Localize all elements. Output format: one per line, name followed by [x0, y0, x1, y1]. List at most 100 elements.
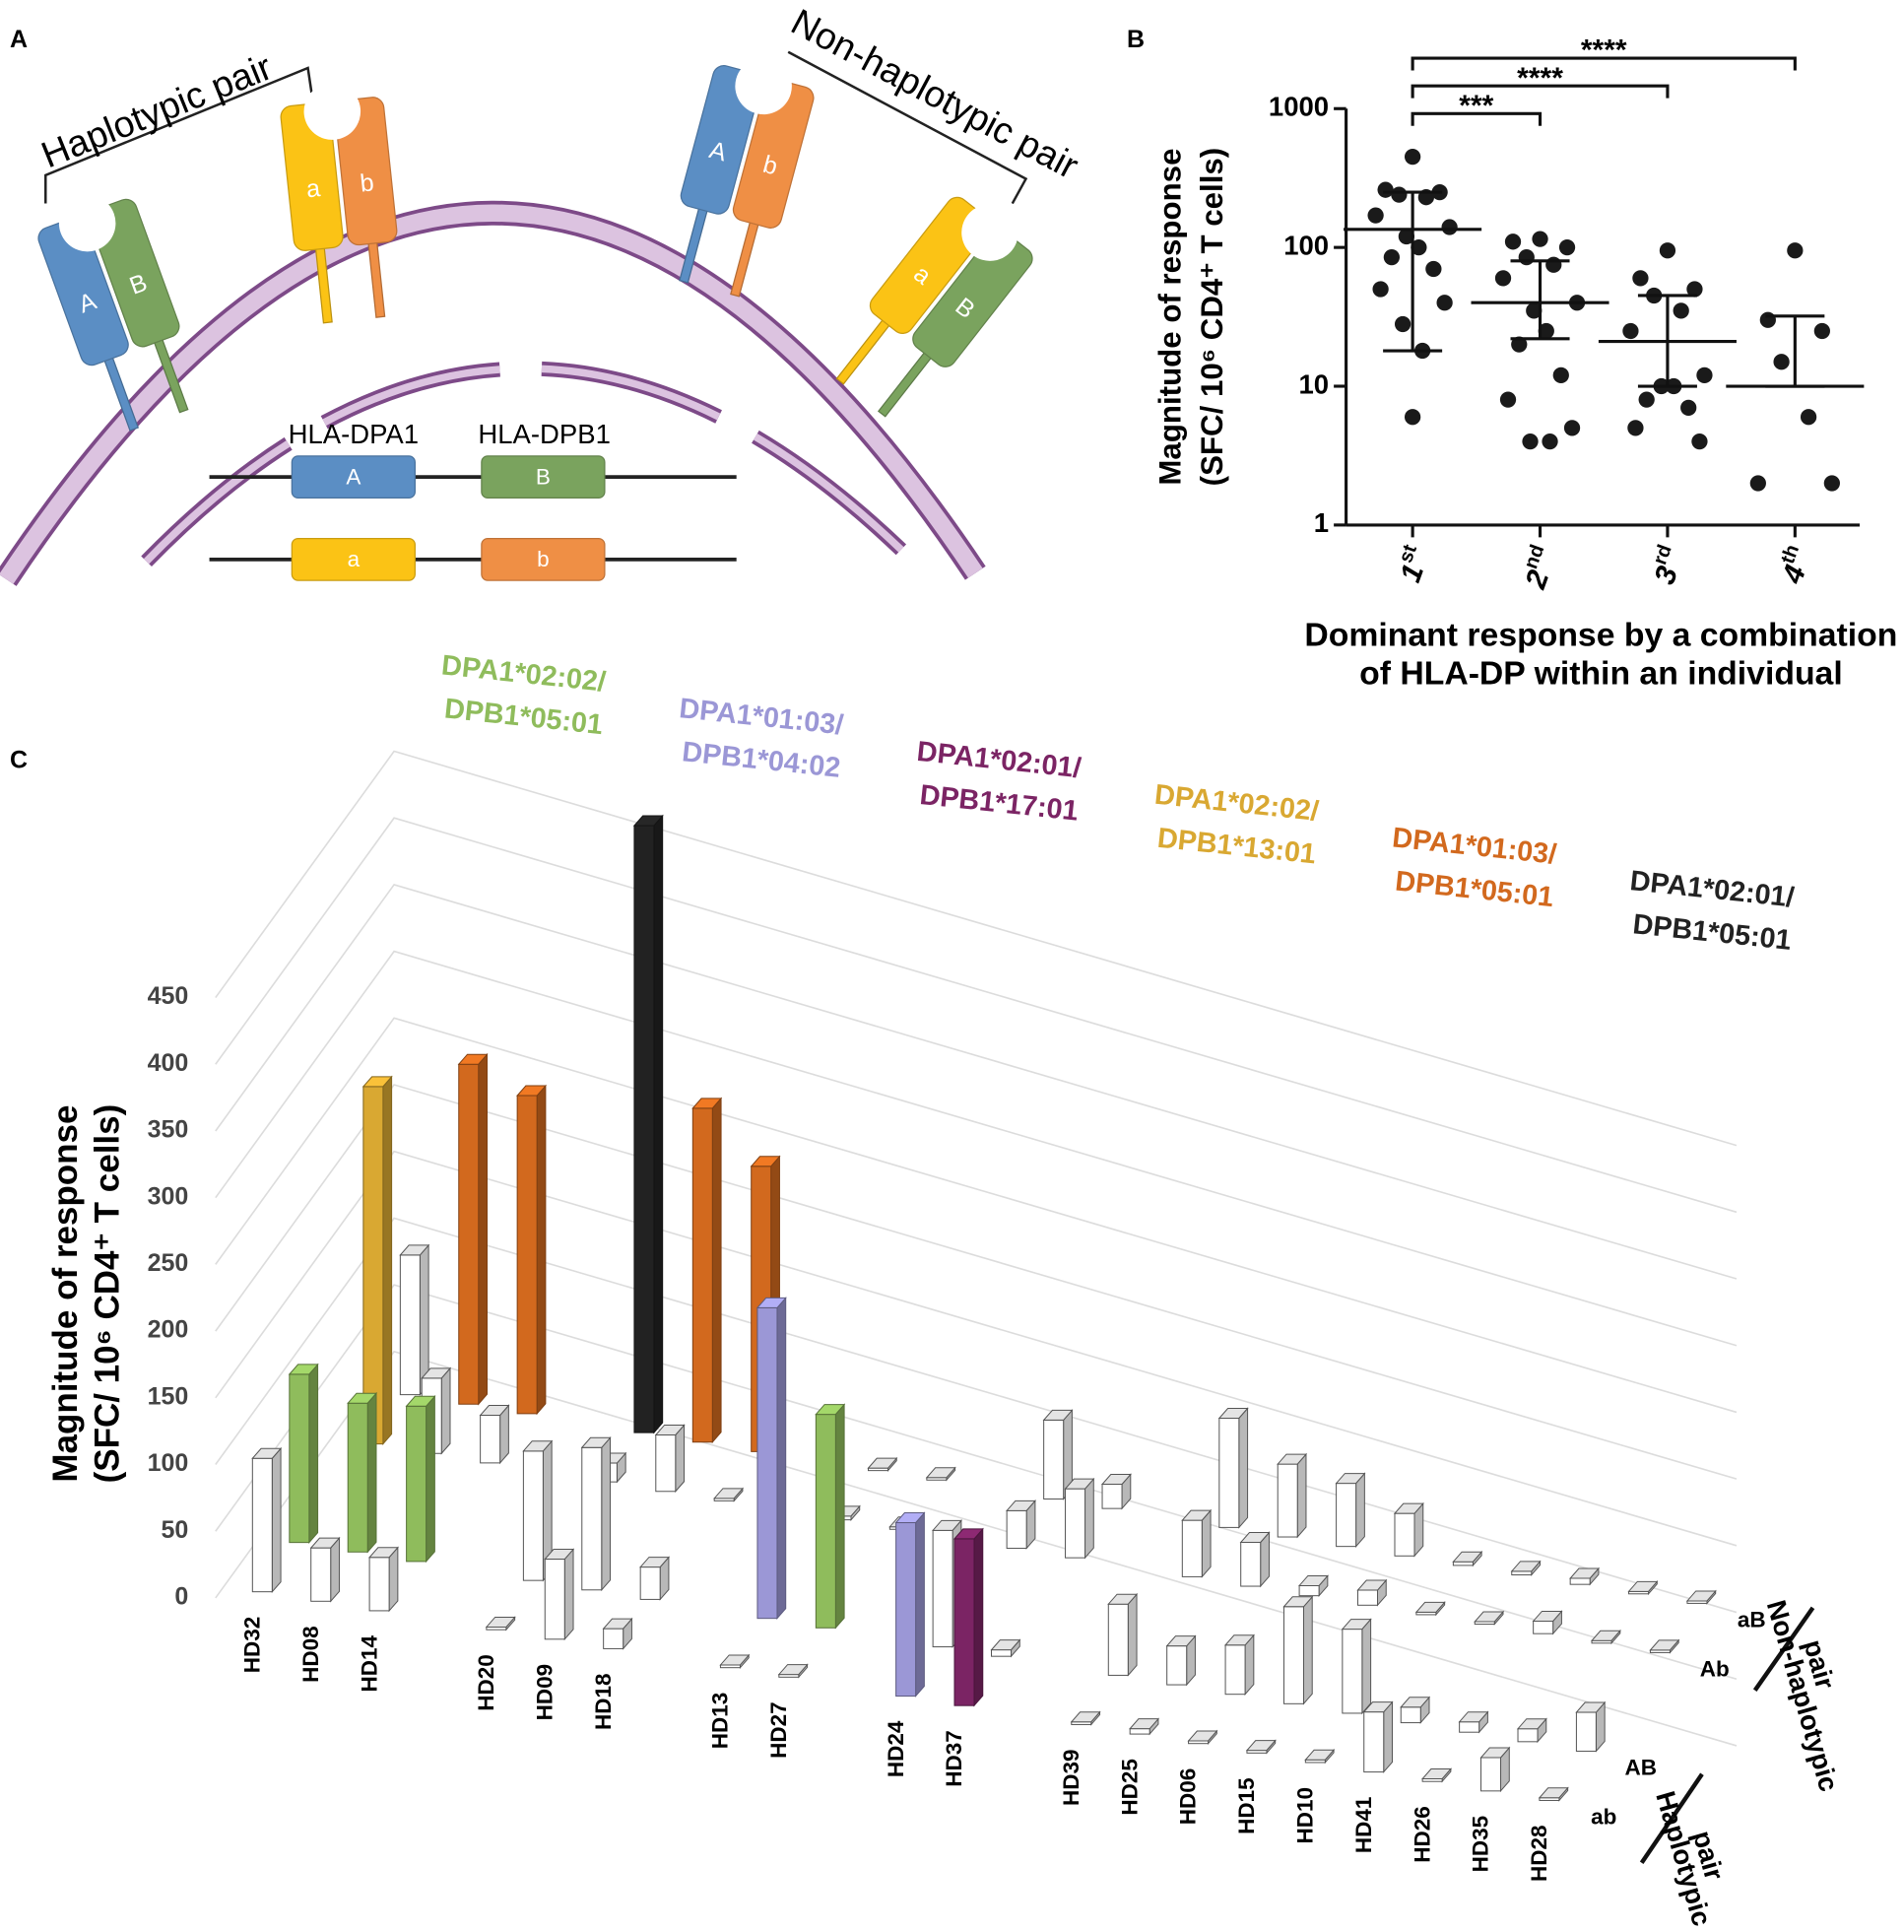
bar — [580, 1435, 612, 1592]
bar-side — [1302, 1595, 1313, 1705]
chain — [912, 230, 1033, 367]
bar — [1217, 1407, 1249, 1529]
data-point — [1391, 186, 1408, 203]
bar — [347, 1391, 378, 1554]
bar — [1362, 1700, 1394, 1773]
data-point — [1813, 322, 1830, 340]
bar-front — [1336, 1483, 1357, 1548]
x-tick-label: 3rd — [1644, 542, 1691, 588]
donor-label: HD37 — [942, 1730, 966, 1787]
bar-side — [563, 1548, 574, 1641]
bar-side — [834, 1403, 845, 1630]
data-point — [1627, 420, 1644, 436]
bar — [1356, 1578, 1388, 1607]
bar — [288, 1363, 319, 1544]
bar-front — [991, 1649, 1013, 1657]
combination-label: DPA1*02:02/ — [1153, 779, 1321, 828]
bar — [1341, 1618, 1372, 1715]
bar — [639, 1556, 671, 1601]
bar-top — [1479, 1747, 1511, 1759]
bar-top — [1187, 1730, 1218, 1742]
data-point — [1563, 420, 1581, 436]
bar-top — [1685, 1590, 1717, 1602]
bar-top — [1421, 1768, 1452, 1780]
row-group-label: Non-haplotypic — [1761, 1597, 1845, 1795]
bar-top — [632, 815, 664, 827]
peptide-groove — [735, 57, 792, 115]
bar-front — [347, 1402, 368, 1553]
data-point — [1398, 228, 1414, 245]
donor-label: HD32 — [240, 1617, 265, 1674]
bar-side — [478, 1052, 489, 1406]
bar-side — [330, 1536, 340, 1603]
bar — [632, 814, 664, 1434]
combination-label: DPA1*02:01/ — [915, 736, 1083, 784]
x-axis-label: Dominant response by a combination — [1304, 617, 1897, 654]
bar-top — [1282, 1596, 1314, 1608]
data-point — [1759, 311, 1776, 328]
data-point — [1538, 322, 1554, 340]
grid-line — [215, 950, 1738, 1347]
significance-bracket — [1411, 84, 1670, 99]
bar-top — [1452, 1551, 1483, 1563]
bar — [1129, 1717, 1160, 1736]
donor-label: HD25 — [1117, 1759, 1142, 1816]
bar — [1064, 1477, 1095, 1560]
y-axis-label: Magnitude of response — [46, 1105, 85, 1483]
data-point — [1499, 391, 1517, 408]
bar-top — [932, 1519, 962, 1531]
bar-side — [1296, 1452, 1307, 1539]
bar — [691, 1097, 723, 1444]
bar-top — [1590, 1630, 1621, 1641]
bar-side — [271, 1446, 282, 1593]
bar-front — [406, 1405, 427, 1563]
data-point — [1504, 233, 1522, 250]
bar — [1516, 1717, 1547, 1744]
chain — [732, 79, 815, 229]
bar — [719, 1653, 751, 1670]
donor-label: HD15 — [1234, 1777, 1259, 1834]
bar-side — [1201, 1508, 1212, 1578]
bar-side — [601, 1435, 612, 1592]
data-point — [1436, 295, 1453, 311]
bar-top — [755, 1297, 787, 1308]
gene-label: HLA-DPA1 — [289, 419, 419, 449]
hla-molecule: AB — [37, 194, 189, 432]
bar — [1304, 1748, 1336, 1765]
y-tick-label: 400 — [148, 1049, 189, 1077]
donor-label: HD26 — [1410, 1806, 1434, 1863]
bar — [1393, 1501, 1424, 1558]
bar — [1006, 1499, 1036, 1550]
bar-front — [310, 1547, 332, 1602]
bar — [457, 1052, 489, 1406]
combination-label: DPB1*13:01 — [1156, 823, 1318, 871]
x-tick-label: 2nd — [1515, 542, 1564, 594]
bar — [713, 1487, 745, 1502]
grid-line — [215, 883, 1738, 1280]
bar-top — [580, 1436, 612, 1448]
bar-top — [654, 1424, 686, 1435]
bar-top — [713, 1488, 745, 1499]
combination-label: DPA1*02:01/ — [1628, 865, 1796, 913]
data-point — [1638, 391, 1655, 408]
bar-side — [440, 1366, 451, 1455]
bar — [1569, 1566, 1601, 1586]
donor-label: HD24 — [884, 1720, 908, 1777]
row-label: AB — [1624, 1755, 1657, 1779]
bar-top — [251, 1447, 283, 1459]
bar — [1575, 1700, 1607, 1753]
bar-top — [1335, 1473, 1366, 1485]
bar-side — [1383, 1700, 1393, 1773]
nuclear-membrane-fill — [126, 365, 924, 582]
data-point — [1632, 270, 1649, 287]
y-tick-label: 300 — [148, 1182, 189, 1210]
bar — [1649, 1638, 1680, 1654]
bar — [1277, 1452, 1308, 1539]
panel-label: A — [10, 26, 28, 53]
bar-front — [1511, 1570, 1533, 1576]
bar — [1421, 1767, 1452, 1783]
bar-top — [361, 1076, 393, 1088]
bar-front — [815, 1414, 836, 1629]
